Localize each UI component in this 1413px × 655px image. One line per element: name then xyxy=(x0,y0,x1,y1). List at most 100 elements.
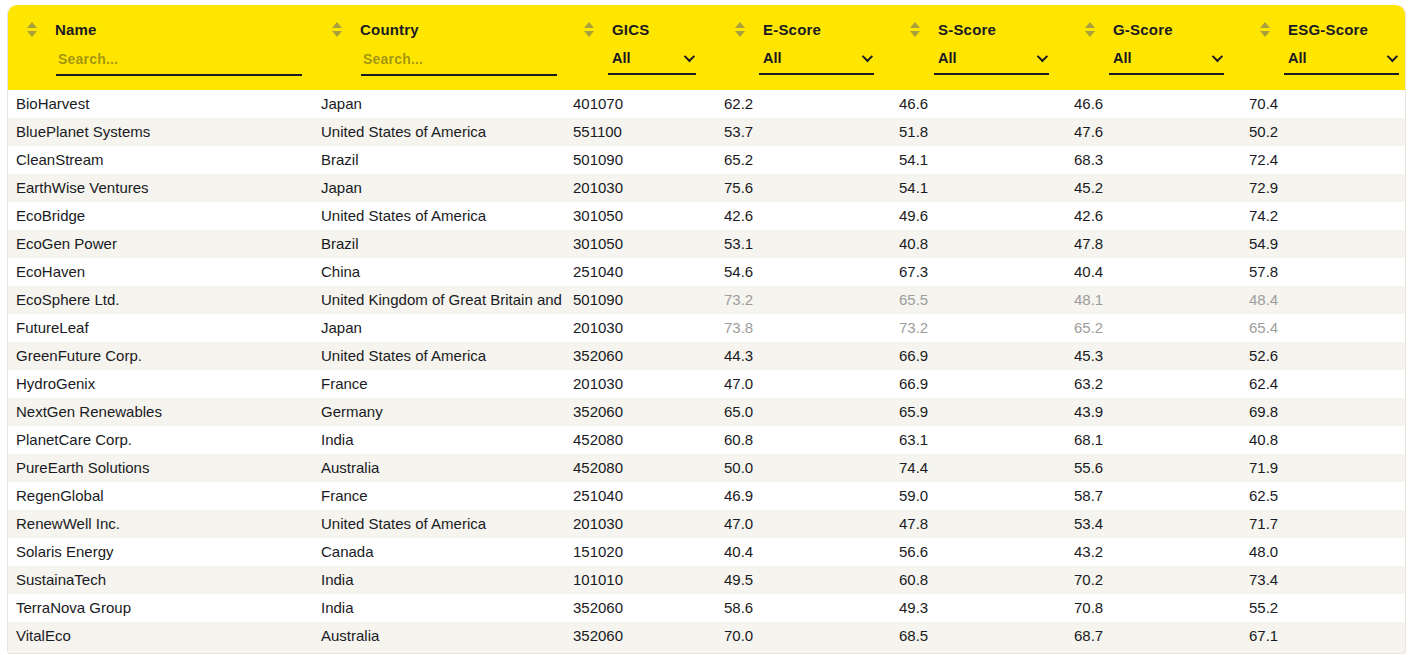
cell-esg-score: 71.9 xyxy=(1241,454,1399,482)
table-row[interactable]: PlanetCare Corp. India 452080 60.8 63.1 … xyxy=(8,426,1405,454)
column-header-esg-score[interactable]: ESG-Score xyxy=(1288,21,1368,38)
cell-country: Japan xyxy=(313,90,565,118)
cell-s-score: 40.8 xyxy=(891,230,1066,258)
column-header-g-score[interactable]: G-Score xyxy=(1113,21,1173,38)
cell-g-score: 45.3 xyxy=(1066,342,1241,370)
cell-s-score: 47.8 xyxy=(891,510,1066,538)
sort-icon[interactable] xyxy=(331,22,343,37)
table-row[interactable]: EcoHaven China 251040 54.6 67.3 40.4 57.… xyxy=(8,258,1405,286)
table-row[interactable]: RegenGlobal France 251040 46.9 59.0 58.7… xyxy=(8,482,1405,510)
cell-country: United States of America xyxy=(313,342,565,370)
country-search-input[interactable] xyxy=(361,49,557,76)
cell-country: United States of America xyxy=(313,118,565,146)
e-score-filter-select[interactable]: All xyxy=(759,49,874,75)
column-header-s-score[interactable]: S-Score xyxy=(938,21,996,38)
table-row[interactable]: TerraNova Group India 352060 58.6 49.3 7… xyxy=(8,594,1405,622)
cell-e-score: 42.6 xyxy=(716,202,891,230)
cell-e-score: 62.2 xyxy=(716,90,891,118)
cell-e-score: 60.8 xyxy=(716,426,891,454)
cell-gics: 501090 xyxy=(565,146,716,174)
table-row[interactable]: FutureLeaf Japan 201030 73.8 73.2 65.2 6… xyxy=(8,314,1405,342)
column-header-e-score[interactable]: E-Score xyxy=(763,21,821,38)
table-row[interactable]: GreenFuture Corp. United States of Ameri… xyxy=(8,342,1405,370)
table-row[interactable]: EcoSphere Ltd. United Kingdom of Great B… xyxy=(8,286,1405,314)
table-row[interactable]: BluePlanet Systems United States of Amer… xyxy=(8,118,1405,146)
table-row[interactable]: VitalEco Australia 352060 70.0 68.5 68.7… xyxy=(8,622,1405,650)
sort-icon[interactable] xyxy=(26,22,38,37)
cell-g-score: 47.8 xyxy=(1066,230,1241,258)
table-row[interactable]: HydroGenix France 201030 47.0 66.9 63.2 … xyxy=(8,370,1405,398)
chevron-down-icon xyxy=(684,51,695,62)
table-row[interactable]: SustainaTech India 101010 49.5 60.8 70.2… xyxy=(8,566,1405,594)
sort-icon[interactable] xyxy=(1084,22,1096,37)
cell-gics: 251040 xyxy=(565,258,716,286)
sort-icon[interactable] xyxy=(734,22,746,37)
cell-country: Canada xyxy=(313,538,565,566)
cell-s-score: 49.6 xyxy=(891,202,1066,230)
cell-esg-score: 69.8 xyxy=(1241,398,1399,426)
cell-s-score: 65.5 xyxy=(891,286,1066,314)
cell-e-score: 50.0 xyxy=(716,454,891,482)
s-score-filter-select[interactable]: All xyxy=(934,49,1049,75)
cell-s-score: 65.9 xyxy=(891,398,1066,426)
column-gics: GICS All xyxy=(565,18,716,90)
cell-country: France xyxy=(313,482,565,510)
cell-name: PureEarth Solutions xyxy=(8,454,313,482)
cell-s-score: 51.8 xyxy=(891,118,1066,146)
table-row[interactable]: Solaris Energy Canada 151020 40.4 56.6 4… xyxy=(8,538,1405,566)
cell-e-score: 53.1 xyxy=(716,230,891,258)
cell-s-score: 56.6 xyxy=(891,538,1066,566)
cell-g-score: 43.9 xyxy=(1066,398,1241,426)
cell-e-score: 49.5 xyxy=(716,566,891,594)
table-row[interactable]: RenewWell Inc. United States of America … xyxy=(8,510,1405,538)
cell-gics: 151020 xyxy=(565,538,716,566)
cell-gics: 551100 xyxy=(565,118,716,146)
column-country: Country xyxy=(313,18,565,90)
e-score-filter-value: All xyxy=(763,50,782,66)
table-row[interactable]: BioHarvest Japan 401070 62.2 46.6 46.6 7… xyxy=(8,90,1405,118)
cell-name: EarthWise Ventures xyxy=(8,174,313,202)
column-e-score: E-Score All xyxy=(716,18,891,90)
table-row[interactable]: PureEarth Solutions Australia 452080 50.… xyxy=(8,454,1405,482)
cell-esg-score: 50.2 xyxy=(1241,118,1399,146)
cell-g-score: 63.2 xyxy=(1066,370,1241,398)
cell-esg-score: 67.1 xyxy=(1241,622,1399,650)
cell-esg-score: 62.4 xyxy=(1241,370,1399,398)
table-row[interactable]: EcoBridge United States of America 30105… xyxy=(8,202,1405,230)
cell-name: RegenGlobal xyxy=(8,482,313,510)
cell-gics: 452080 xyxy=(565,426,716,454)
cell-esg-score: 71.7 xyxy=(1241,510,1399,538)
gics-filter-select[interactable]: All xyxy=(608,49,696,75)
cell-esg-score: 40.8 xyxy=(1241,426,1399,454)
cell-name: BluePlanet Systems xyxy=(8,118,313,146)
sort-icon[interactable] xyxy=(909,22,921,37)
column-header-name[interactable]: Name xyxy=(55,21,97,38)
table-row[interactable]: EarthWise Ventures Japan 201030 75.6 54.… xyxy=(8,174,1405,202)
esg-score-filter-select[interactable]: All xyxy=(1284,49,1399,75)
sort-icon[interactable] xyxy=(1259,22,1271,37)
sort-icon[interactable] xyxy=(583,22,595,37)
table-row[interactable]: EcoGen Power Brazil 301050 53.1 40.8 47.… xyxy=(8,230,1405,258)
cell-s-score: 67.3 xyxy=(891,258,1066,286)
name-search-input[interactable] xyxy=(56,49,302,76)
cell-e-score: 58.6 xyxy=(716,594,891,622)
cell-gics: 101010 xyxy=(565,566,716,594)
cell-esg-score: 73.4 xyxy=(1241,566,1399,594)
cell-country: Australia xyxy=(313,622,565,650)
column-header-country[interactable]: Country xyxy=(360,21,419,38)
table-row[interactable]: NextGen Renewables Germany 352060 65.0 6… xyxy=(8,398,1405,426)
cell-esg-score: 48.0 xyxy=(1241,538,1399,566)
cell-e-score: 54.6 xyxy=(716,258,891,286)
table-filter-header: Name Country GICS All xyxy=(8,5,1405,90)
column-header-gics[interactable]: GICS xyxy=(612,21,649,38)
cell-name: EcoBridge xyxy=(8,202,313,230)
cell-s-score: 73.2 xyxy=(891,314,1066,342)
cell-g-score: 70.8 xyxy=(1066,594,1241,622)
table-row[interactable]: CleanStream Brazil 501090 65.2 54.1 68.3… xyxy=(8,146,1405,174)
g-score-filter-value: All xyxy=(1113,50,1132,66)
cell-s-score: 68.5 xyxy=(891,622,1066,650)
g-score-filter-select[interactable]: All xyxy=(1109,49,1224,75)
cell-s-score: 49.3 xyxy=(891,594,1066,622)
cell-name: PlanetCare Corp. xyxy=(8,426,313,454)
cell-country: United States of America xyxy=(313,510,565,538)
